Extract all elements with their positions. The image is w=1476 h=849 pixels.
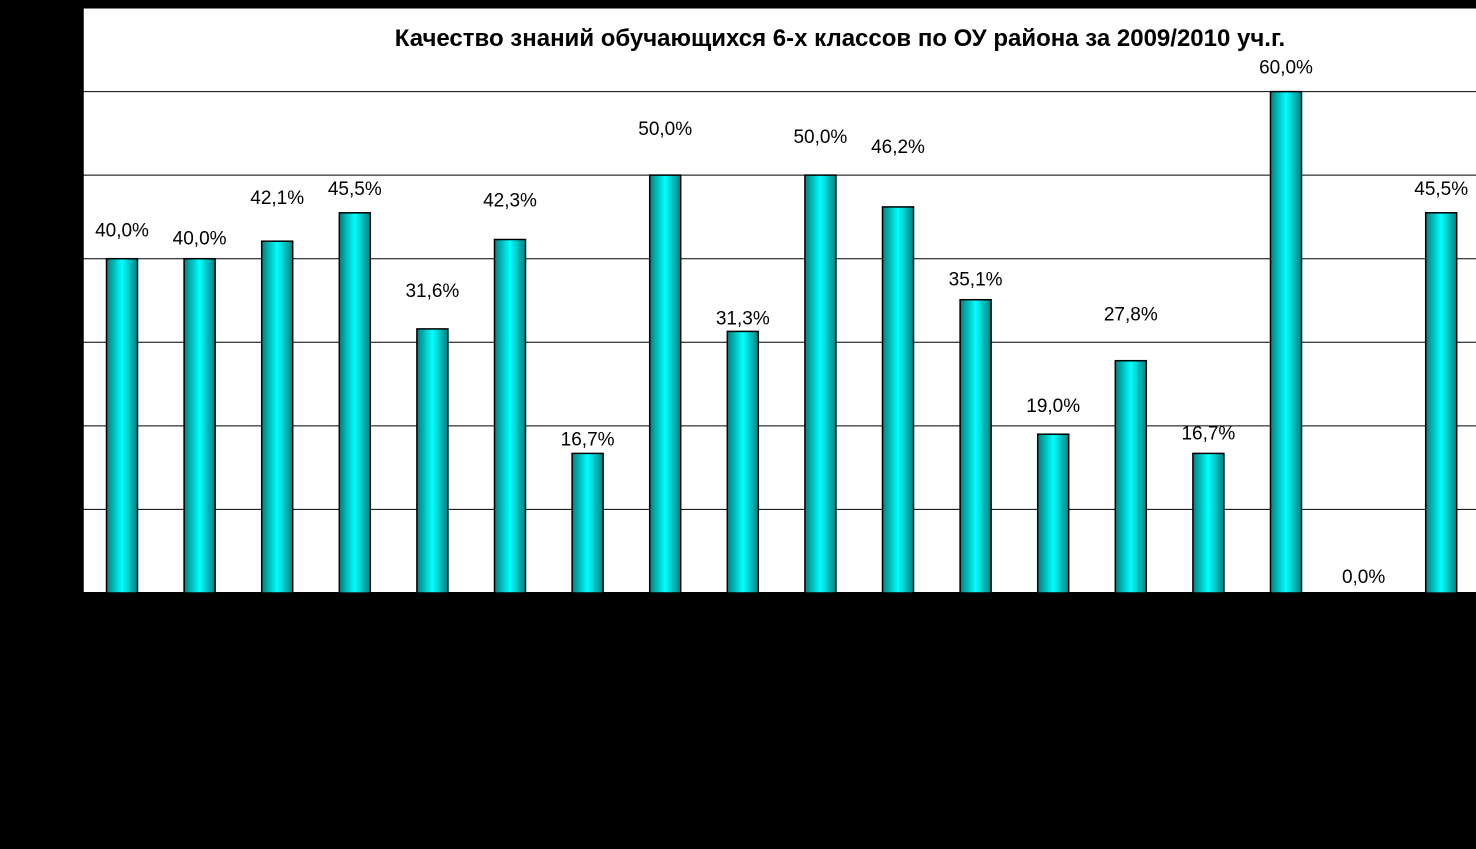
data-label: 50,0% [793,127,847,148]
bar [1269,90,1303,594]
data-label: 40,0% [173,229,227,250]
data-label: 45,5% [1414,179,1468,200]
data-label: 27,8% [1104,305,1158,326]
bar [105,257,139,594]
data-label: 35,1% [949,270,1003,291]
bar [1036,433,1070,594]
bar [493,238,527,594]
bar [416,328,449,594]
bar [804,174,837,594]
data-label: 46,2% [871,137,925,158]
bar [571,452,604,594]
plot-area [83,8,1476,593]
data-label: 50,0% [638,119,692,140]
bar [260,240,294,594]
data-label: 0,0% [1342,567,1385,588]
data-labels-group: 40,0% 40,0% 42,1% 45,5% 31,6% 42,3% 16,7% 50,0%… [95,58,1468,588]
chart-title: Качество знаний обучающихся 6-х классов … [395,25,1285,52]
bar [338,212,372,594]
bar [183,257,216,594]
bar [726,330,760,594]
bar [648,174,682,594]
data-label: 45,5% [328,179,382,200]
gridlines [83,7,1476,510]
data-label: 16,7% [561,429,615,450]
data-label: 40,0% [95,221,149,242]
bars-group [105,90,1458,594]
bar [1192,452,1225,594]
bar [959,298,992,594]
data-label: 31,6% [405,281,459,302]
data-label: 16,7% [1181,423,1235,444]
data-label: 60,0% [1259,58,1313,79]
bar [1424,212,1458,594]
data-label: 42,1% [250,188,304,209]
data-label: 31,3% [716,308,770,329]
data-label: 19,0% [1026,396,1080,417]
bar [881,206,915,594]
data-label: 42,3% [483,191,537,212]
bar [1114,359,1148,594]
